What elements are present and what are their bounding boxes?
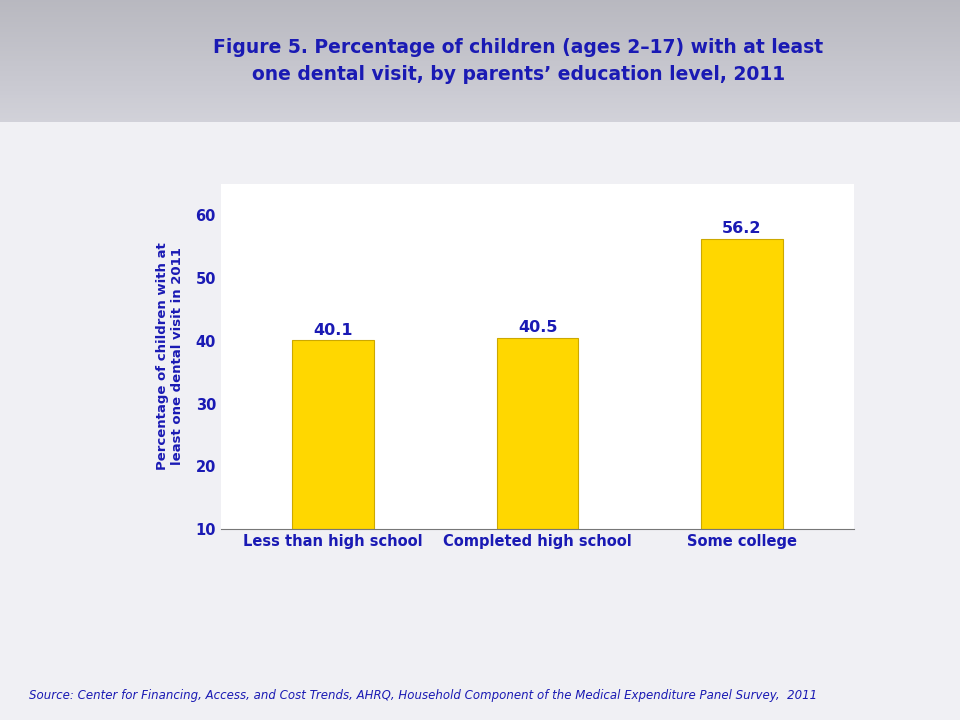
Bar [0, 73, 960, 76]
Y-axis label: Percentage of children with at
least one dental visit in 2011: Percentage of children with at least one… [156, 243, 184, 470]
Bar [0, 7, 960, 10]
Text: 56.2: 56.2 [722, 221, 761, 236]
Bar [0, 117, 960, 120]
Bar [0, 35, 960, 37]
Bar [0, 98, 960, 100]
Bar [0, 108, 960, 110]
Bar [0, 61, 960, 63]
Bar [0, 44, 960, 47]
Text: Figure 5. Percentage of children (ages 2–17) with at least
one dental visit, by : Figure 5. Percentage of children (ages 2… [213, 38, 824, 84]
Bar [0, 12, 960, 14]
Text: 40.1: 40.1 [314, 323, 353, 338]
Bar [0, 39, 960, 42]
Bar [0, 66, 960, 68]
Bar [0, 93, 960, 96]
Bar [0, 112, 960, 115]
Bar [0, 86, 960, 88]
Text: 40.5: 40.5 [517, 320, 558, 335]
Bar [0, 76, 960, 78]
Bar [0, 27, 960, 30]
Bar [0, 51, 960, 54]
Bar [0, 56, 960, 59]
Bar [0, 32, 960, 35]
Bar [0, 10, 960, 12]
Bar [0, 96, 960, 98]
Bar [0, 42, 960, 44]
Bar [701, 239, 782, 529]
Bar [0, 110, 960, 112]
Bar [0, 91, 960, 93]
Bar [0, 105, 960, 108]
Bar [0, 2, 960, 5]
Bar [0, 103, 960, 105]
Bar [0, 17, 960, 19]
Bar [0, 54, 960, 56]
Bar [0, 63, 960, 66]
Bar [0, 5, 960, 7]
Bar [0, 37, 960, 39]
Bar [0, 78, 960, 81]
Bar [0, 84, 960, 86]
Bar [496, 338, 579, 529]
Bar [0, 81, 960, 84]
Bar [0, 68, 960, 71]
Text: Source: Center for Financing, Access, and Cost Trends, AHRQ, Household Component: Source: Center for Financing, Access, an… [29, 689, 817, 702]
Bar [0, 24, 960, 27]
Bar [0, 115, 960, 117]
Bar [0, 49, 960, 51]
Bar [0, 30, 960, 32]
Bar [0, 100, 960, 103]
Bar [0, 47, 960, 49]
Bar [0, 0, 960, 2]
Bar [0, 88, 960, 91]
Bar [0, 120, 960, 122]
Bar [293, 340, 374, 529]
Bar [0, 14, 960, 17]
Bar [0, 19, 960, 22]
Bar [0, 22, 960, 24]
Bar [0, 59, 960, 61]
Bar [0, 71, 960, 73]
